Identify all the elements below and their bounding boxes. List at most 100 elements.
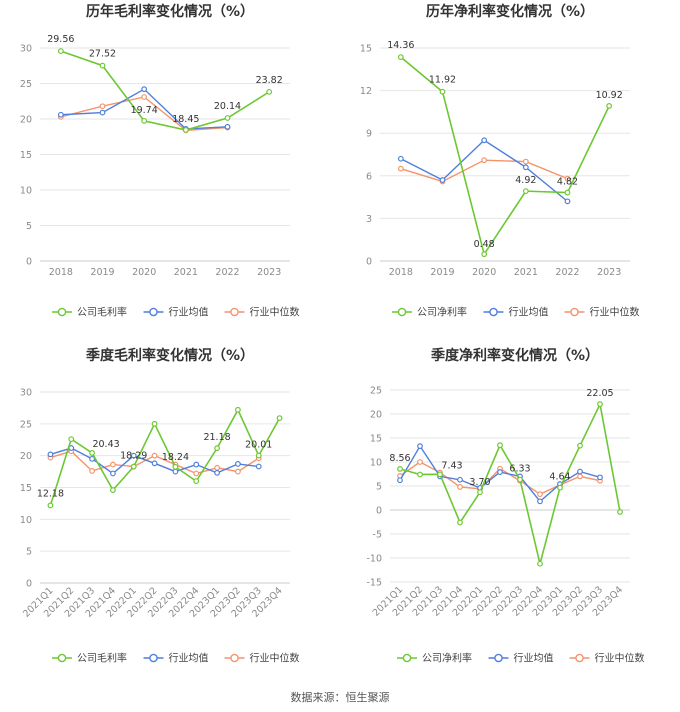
y-tick-label: 9 — [366, 129, 372, 140]
data-source-note: 数据来源：恒生聚源 — [290, 691, 390, 704]
y-tick-label: 15 — [360, 44, 372, 55]
data-label: 4.92 — [515, 175, 536, 186]
data-point-industry_median — [235, 468, 241, 475]
chart-title: 历年毛利率变化情况（%） — [86, 3, 254, 20]
data-point-company — [497, 442, 503, 449]
data-label: 20.43 — [92, 439, 119, 450]
data-label: 6.33 — [509, 464, 530, 475]
data-point-industry_avg — [417, 443, 423, 450]
data-point-industry_avg — [457, 476, 463, 483]
y-tick-label: 6 — [366, 171, 372, 182]
data-point-industry_median — [151, 452, 158, 459]
data-point-industry_avg — [522, 164, 529, 171]
data-point-industry_median — [89, 468, 95, 474]
y-tick-label: 30 — [20, 44, 32, 55]
y-tick-label: 12 — [360, 86, 372, 97]
data-label: 20.14 — [214, 101, 241, 112]
data-point-company — [439, 88, 446, 95]
data-point-company — [537, 560, 543, 567]
legend-marker-industry_median — [230, 653, 239, 663]
chart-annual-net: 历年净利率变化情况（%） 0 3 6 9 12 15 2018 2019 2020 2021 2022… — [360, 3, 640, 319]
data-point-industry_avg — [57, 111, 64, 118]
y-tick-label: -15 — [366, 578, 382, 589]
data-point-industry_avg — [537, 498, 543, 505]
data-point-company — [141, 117, 148, 124]
data-point-company — [89, 450, 95, 456]
legend-label: 行业中位数 — [250, 652, 300, 665]
y-tick-label: 15 — [370, 434, 382, 445]
data-point-company — [564, 189, 571, 196]
data-point-industry_median — [193, 470, 200, 477]
legend-label: 行业均值 — [514, 652, 554, 665]
data-point-industry_avg — [214, 469, 220, 476]
y-tick-label: 25 — [370, 386, 382, 397]
data-label: 0.48 — [474, 239, 495, 250]
legend-label: 公司毛利率 — [77, 652, 127, 665]
data-point-company — [437, 471, 443, 478]
data-point-company — [606, 103, 613, 109]
data-label: 3.70 — [469, 477, 490, 488]
data-point-industry_median — [537, 491, 543, 498]
data-label: 29.56 — [47, 34, 74, 45]
data-label: 20.01 — [245, 440, 272, 451]
y-tick-label: 25 — [20, 79, 32, 90]
data-point-company — [214, 445, 220, 452]
data-label: 18.45 — [172, 114, 199, 125]
chart-title: 季度净利率变化情况（%） — [430, 347, 599, 364]
data-label: 4.82 — [557, 177, 578, 188]
data-point-industry_avg — [235, 461, 241, 467]
data-point-industry_avg — [224, 123, 231, 130]
y-tick-label: -10 — [366, 554, 382, 565]
data-point-industry_median — [110, 461, 116, 468]
y-tick-label: 0 — [376, 506, 382, 517]
legend-marker-company — [402, 653, 412, 663]
data-point-industry_avg — [564, 198, 571, 205]
data-point-company — [477, 489, 483, 496]
x-tick-label: 2022 — [215, 267, 239, 278]
legend-marker-industry_avg — [494, 653, 503, 663]
data-point-company — [99, 62, 106, 69]
data-point-industry_avg — [172, 468, 179, 475]
data-point-company — [276, 415, 283, 422]
y-tick-label: 30 — [20, 388, 32, 399]
chart-annual-gross: 历年毛利率变化情况（%） 0 5 10 15 20 25 30 2018 2019 2020 2021… — [20, 3, 300, 319]
data-label: 10.92 — [596, 90, 623, 101]
y-tick-label: 15 — [20, 150, 32, 161]
x-tick-label: 2018 — [389, 267, 413, 278]
x-tick-label: 2021 — [514, 267, 538, 278]
data-point-industry_avg — [141, 86, 148, 93]
data-label: 23.82 — [256, 75, 283, 86]
data-point-company — [597, 401, 603, 408]
data-label: 8.56 — [389, 453, 410, 464]
data-point-company — [130, 463, 137, 470]
legend-label: 公司毛利率 — [77, 306, 127, 319]
data-point-industry_median — [141, 94, 148, 100]
y-tick-label: 20 — [370, 410, 382, 421]
data-point-industry_avg — [130, 452, 137, 459]
chart-quarterly-net: 季度净利率变化情况（%）-15-10-505101520252021Q12021… — [366, 347, 644, 665]
data-point-industry_median — [564, 175, 571, 182]
legend-marker-industry_avg — [149, 653, 158, 663]
y-tick-label: 20 — [20, 115, 32, 126]
data-label: 22.05 — [586, 388, 613, 399]
data-label: 11.92 — [429, 75, 456, 86]
y-tick-label: -5 — [373, 530, 382, 541]
x-tick-label: 2018 — [49, 267, 73, 278]
data-point-industry_median — [214, 464, 220, 471]
x-tick-label: 2022 — [555, 267, 579, 278]
y-tick-label: 20 — [20, 451, 32, 462]
data-label: 27.52 — [89, 49, 116, 60]
y-tick-label: 25 — [20, 419, 32, 430]
data-point-industry_avg — [255, 463, 262, 470]
legend: 公司净利率 行业均值 行业中位数 — [392, 306, 640, 319]
data-point-industry_median — [522, 158, 529, 165]
data-point-company — [397, 466, 403, 472]
data-point-company — [151, 420, 158, 427]
data-point-industry_median — [417, 459, 423, 465]
legend-marker-industry_avg — [149, 307, 158, 317]
legend-marker-industry_median — [575, 653, 584, 663]
data-label: 12.18 — [37, 488, 64, 499]
data-point-industry_avg — [397, 155, 404, 162]
series-line-company — [49, 408, 281, 506]
